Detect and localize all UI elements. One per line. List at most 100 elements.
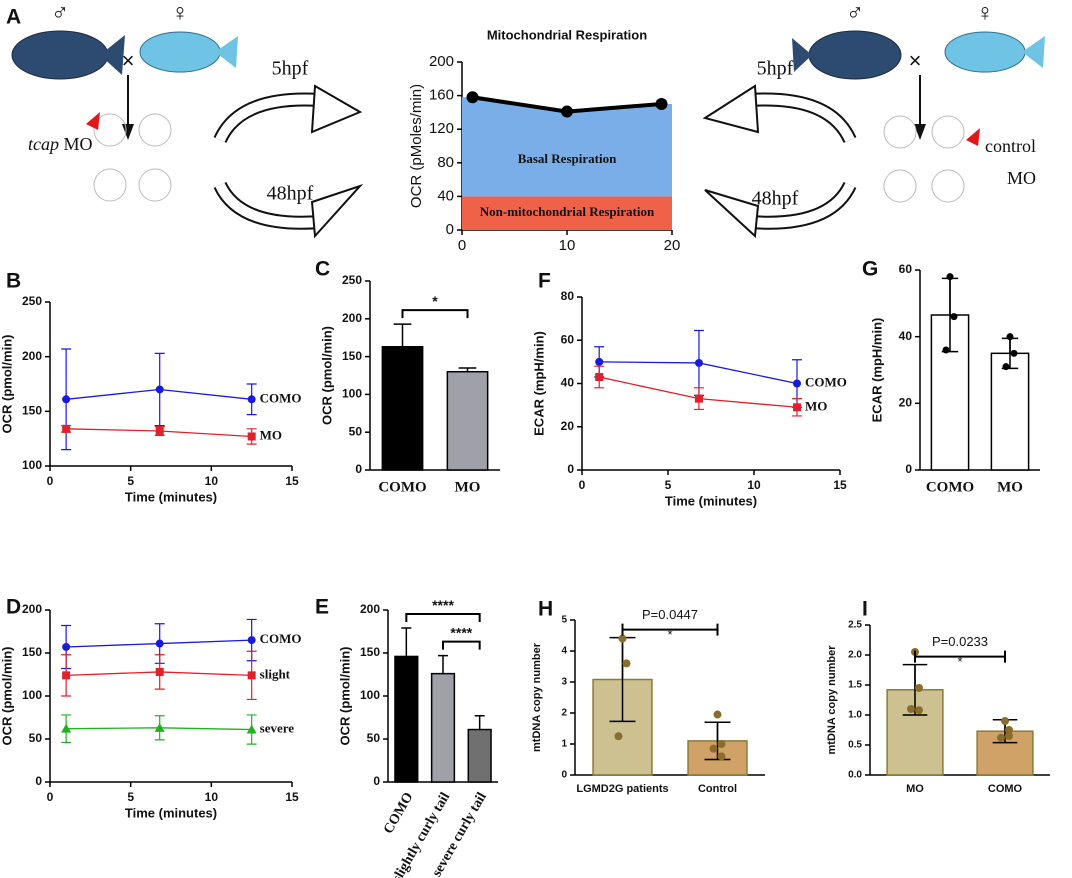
y-tick-label: 0	[446, 221, 454, 238]
y-axis-label: mtDNA copy number	[826, 645, 838, 755]
y-axis-label: ECAR (mpH/min)	[869, 318, 884, 423]
significance: *	[957, 654, 962, 669]
band	[462, 97, 672, 197]
x-tick-label: LGMD2G patients	[576, 783, 668, 795]
p-value: P=0.0233	[932, 634, 988, 649]
marker	[155, 385, 164, 394]
marker	[694, 394, 703, 403]
y-axis-label: OCR (pmol/min)	[337, 647, 352, 746]
bar	[990, 352, 1030, 471]
x-tick-label: COMO	[381, 790, 417, 837]
point	[614, 732, 623, 741]
y-axis-label: OCR (pmol/min)	[319, 326, 334, 425]
marker	[62, 642, 71, 651]
female-symbol: ♀	[171, 0, 189, 26]
bracket	[914, 650, 1006, 663]
treatment-label: tcap MO	[28, 134, 93, 154]
line	[599, 376, 798, 408]
y-tick-label: 200	[22, 602, 42, 616]
bracket	[621, 623, 719, 636]
error-bar	[474, 715, 485, 730]
y-tick-label: 0	[561, 770, 567, 781]
point	[466, 91, 479, 104]
point	[1001, 717, 1009, 725]
stage-label: 48hpf	[752, 188, 799, 210]
panel-label: B	[6, 270, 21, 293]
panel-label: H	[538, 598, 553, 621]
male-symbol: ♂	[846, 0, 864, 26]
point	[1002, 363, 1010, 371]
bar	[446, 370, 489, 471]
y-tick-label: 150	[360, 645, 380, 659]
x-tick-label: 0	[579, 478, 586, 492]
y-tick-label: 0	[905, 462, 912, 476]
point	[622, 659, 631, 668]
marker	[246, 724, 257, 734]
x-axis-label: Time (minutes)	[125, 805, 217, 820]
point	[907, 705, 915, 713]
schematic-left	[11, 30, 238, 202]
x-tick-label: MO	[997, 479, 1023, 495]
egg	[883, 169, 917, 203]
series-label: severe	[260, 721, 295, 736]
bar	[467, 728, 492, 783]
point	[717, 740, 726, 748]
y-tick-label: 100	[22, 458, 42, 472]
y-tick-label: 200	[429, 53, 454, 70]
x-tick-label: 5	[127, 790, 134, 804]
y-tick-label: 50	[29, 731, 43, 745]
marker	[154, 722, 165, 732]
x-tick-label: 15	[833, 478, 847, 492]
error-bar	[393, 323, 412, 347]
y-axis-label: OCR (pMoles/min)	[408, 84, 425, 208]
significance: ****	[432, 597, 454, 613]
y-tick-label: 150	[22, 645, 42, 659]
fish-female	[944, 31, 1026, 73]
fish-tail	[100, 35, 125, 75]
female-symbol: ♀	[976, 0, 994, 26]
bracket	[401, 309, 469, 319]
marker	[155, 639, 164, 648]
x-tick-label: 10	[559, 237, 576, 254]
y-tick-label: 4	[561, 646, 567, 657]
y-axis-label: OCR (pmol/min)	[0, 335, 14, 434]
y-tick-label: 200	[342, 311, 362, 325]
y-tick-label: 100	[22, 688, 42, 702]
y-tick-label: 0	[373, 774, 380, 788]
x-tick-label: COMO	[988, 783, 1023, 795]
gene: tcap	[28, 134, 59, 154]
marker	[155, 427, 164, 436]
y-axis-label: OCR (pmol/min)	[0, 647, 14, 746]
x-tick-label: 20	[664, 237, 681, 254]
fish-male	[808, 30, 902, 80]
y-tick-label: 0.0	[848, 770, 862, 781]
injection-marker	[86, 112, 100, 130]
y-tick-label: 160	[429, 87, 454, 104]
x-tick-label: 10	[747, 478, 761, 492]
fish-tail	[792, 38, 812, 72]
p-value: P=0.0447	[642, 607, 698, 622]
point	[1005, 732, 1013, 740]
y-tick-label: 1.5	[848, 680, 862, 691]
y-tick-label: 150	[342, 349, 362, 363]
point	[713, 710, 722, 719]
x-tick-label: MO	[455, 479, 481, 495]
egg	[138, 113, 172, 147]
mo-label: MO	[1007, 168, 1036, 188]
point	[561, 105, 573, 118]
x-tick-label: COMO	[378, 479, 426, 495]
schematic-right	[792, 30, 1045, 203]
series-label: MO	[260, 427, 282, 442]
y-tick-label: 60	[561, 332, 575, 346]
point	[915, 684, 923, 692]
panel-label: D	[6, 596, 21, 619]
y-tick-label: 100	[360, 688, 380, 702]
cross: ×	[909, 48, 922, 73]
x-tick-label: MO	[906, 783, 924, 795]
arrow-head	[914, 124, 926, 140]
fish-female	[139, 31, 221, 73]
y-tick-label: 200	[360, 602, 380, 616]
panel-label: I	[862, 598, 868, 621]
y-tick-label: 250	[22, 294, 42, 308]
marker	[247, 671, 256, 680]
